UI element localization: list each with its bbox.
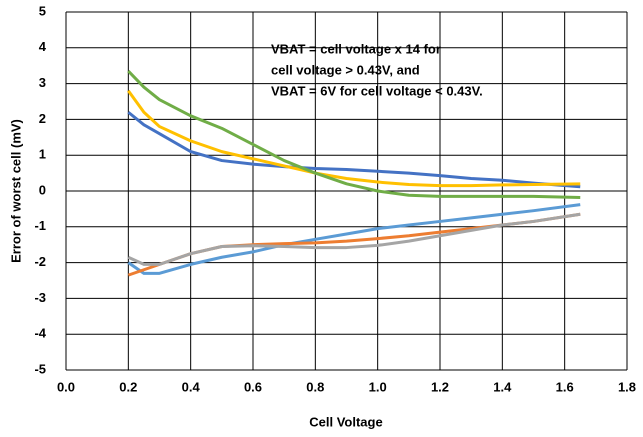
series-line (127, 203, 581, 275)
y-tick-label: 4 (39, 39, 47, 54)
x-tick-label: 0.0 (57, 379, 75, 394)
y-tick-label: 3 (39, 75, 46, 90)
y-tick-label: 2 (39, 111, 46, 126)
y-axis-label: Error of worst cell (mV) (8, 119, 23, 263)
annotation: cell voltage > 0.43V, and (271, 62, 420, 77)
series-line (127, 70, 581, 199)
x-tick-label: 1.4 (493, 379, 512, 394)
annotation: VBAT = cell voltage x 14 for (271, 41, 441, 56)
y-tick-label: -1 (34, 218, 46, 233)
x-tick-label: 1.0 (369, 379, 387, 394)
y-tick-label: -2 (34, 254, 46, 269)
x-axis-label: Cell Voltage (309, 414, 382, 429)
x-tick-label: 1.8 (618, 379, 636, 394)
annotation: VBAT = 6V for cell voltage < 0.43V. (271, 83, 483, 98)
series-line (127, 212, 581, 266)
x-tick-label: 0.8 (306, 379, 324, 394)
series-line (127, 111, 581, 189)
y-tick-label: -3 (34, 290, 46, 305)
y-tick-label: 1 (39, 147, 46, 162)
series-line (127, 89, 581, 188)
x-tick-label: 0.6 (244, 379, 262, 394)
x-tick-label: 1.6 (556, 379, 574, 394)
x-tick-label: 1.2 (431, 379, 449, 394)
y-tick-label: 5 (39, 3, 46, 18)
y-tick-label: 0 (39, 182, 46, 197)
x-tick-label: 0.4 (182, 379, 201, 394)
y-tick-label: -4 (34, 326, 46, 341)
y-tick-label: -5 (34, 361, 46, 376)
x-tick-label: 0.2 (119, 379, 137, 394)
